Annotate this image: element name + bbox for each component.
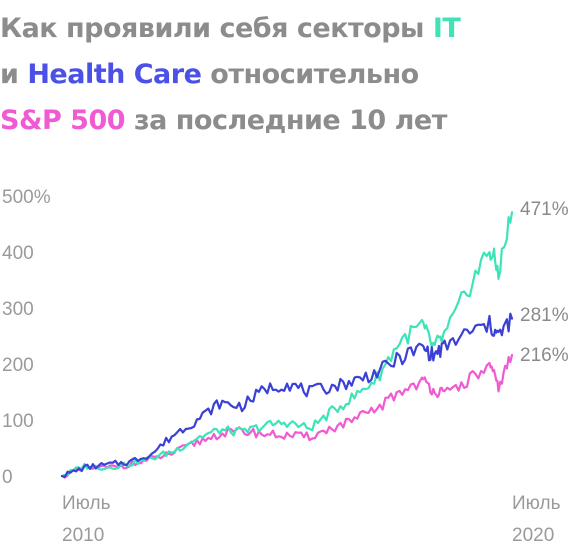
y-tick-label: 300 — [2, 299, 34, 320]
y-tick-label: 100 — [2, 411, 34, 432]
chart-title: Как проявили себя секторы IT и Health Ca… — [0, 6, 580, 144]
title-health-care: Health Care — [27, 59, 202, 90]
y-tick-label: 0 — [2, 467, 13, 488]
x-tick-label: Июль — [62, 493, 111, 514]
x-tick-label: 2010 — [62, 525, 104, 546]
title-part4: за последние 10 лет — [125, 105, 447, 136]
title-sp500: S&P 500 — [0, 105, 126, 136]
end-label-sp500: 216% — [520, 345, 569, 366]
series-line-sp500 — [60, 353, 514, 479]
end-label-it: 471% — [520, 199, 569, 220]
title-part3: относительно — [201, 59, 419, 90]
title-part1: Как проявили себя секторы — [0, 13, 433, 44]
y-tick-label: 200 — [2, 355, 34, 376]
y-tick-label: 500% — [2, 187, 51, 208]
title-it: IT — [432, 13, 461, 44]
y-tick-label: 400 — [2, 243, 34, 264]
series-line-health_care — [60, 312, 514, 478]
end-label-health_care: 281% — [520, 305, 569, 326]
x-tick-label: 2020 — [512, 525, 554, 546]
title-part2: и — [0, 59, 28, 90]
series-line-it — [60, 211, 514, 478]
x-tick-label: Июль — [512, 493, 561, 514]
